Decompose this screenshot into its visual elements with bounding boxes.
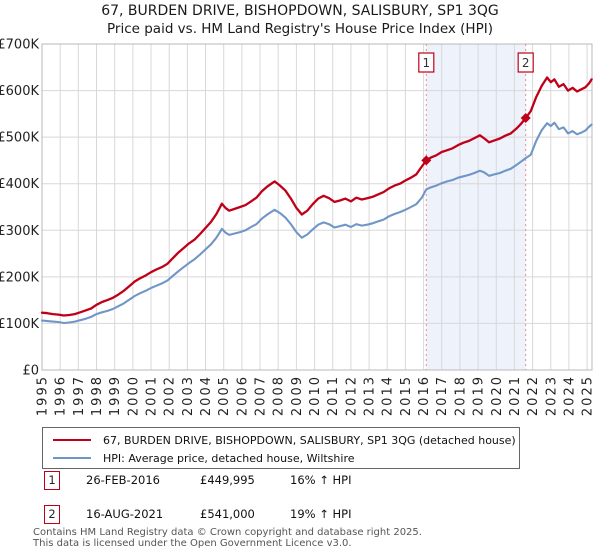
sale-1-vs-hpi: 16% ↑ HPI xyxy=(290,473,352,487)
x-tick-label: 2021 xyxy=(508,375,523,416)
sale-2-number-badge: 2 xyxy=(44,505,60,524)
x-tick-label: 2012 xyxy=(344,375,359,416)
x-tick-label: 2003 xyxy=(181,375,196,416)
x-tick-label: 2007 xyxy=(254,375,269,416)
x-tick-label: 1996 xyxy=(54,375,69,416)
x-tick-label: 2008 xyxy=(272,375,287,416)
sale-1-number-badge: 1 xyxy=(44,471,60,490)
property-line-swatch xyxy=(53,439,91,441)
y-tick-label: £100K xyxy=(0,317,39,332)
x-tick-label: 2023 xyxy=(544,375,559,416)
x-tick-label: 2002 xyxy=(163,375,178,416)
sale-2-flag xyxy=(517,52,534,73)
x-tick-label: 2022 xyxy=(526,375,541,416)
x-tick-label: 2005 xyxy=(217,375,232,416)
x-tick-label: 1999 xyxy=(108,375,123,416)
x-tick-label: 1995 xyxy=(36,375,51,416)
x-tick-label: 2011 xyxy=(326,375,341,416)
x-tick-label: 2006 xyxy=(235,375,250,416)
x-tick-label: 2018 xyxy=(453,375,468,416)
sale-annotation-row-1: 1 26-FEB-2016 £449,995 16% ↑ HPI xyxy=(0,471,600,491)
sale-1-date: 26-FEB-2016 xyxy=(86,473,160,487)
x-tick-label: 2016 xyxy=(417,375,432,416)
x-tick-label: 2019 xyxy=(472,375,487,416)
y-tick-label: £300K xyxy=(0,224,39,239)
y-tick-label: £600K xyxy=(0,84,39,99)
page-title: 67, BURDEN DRIVE, BISHOPDOWN, SALISBURY,… xyxy=(101,3,499,19)
x-tick-label: 1998 xyxy=(90,375,105,416)
chart-legend: 67, BURDEN DRIVE, BISHOPDOWN, SALISBURY,… xyxy=(42,427,520,469)
x-tick-label: 2014 xyxy=(381,375,396,416)
licence-line: This data is licensed under the Open Gov… xyxy=(33,538,352,549)
hpi-line-swatch xyxy=(53,457,91,459)
x-tick-label: 1997 xyxy=(72,375,87,416)
y-tick-label: £200K xyxy=(0,270,39,285)
sale-2-vs-hpi: 19% ↑ HPI xyxy=(290,507,352,521)
x-tick-label: 2015 xyxy=(399,375,414,416)
sale-2-price: £541,000 xyxy=(200,507,255,521)
sale-1-price: £449,995 xyxy=(200,473,255,487)
legend-item-property: 67, BURDEN DRIVE, BISHOPDOWN, SALISBURY,… xyxy=(53,431,516,449)
x-tick-label: 2000 xyxy=(126,375,141,416)
y-tick-label: £400K xyxy=(0,177,39,192)
x-tick-label: 2024 xyxy=(562,375,577,416)
legend-item-hpi: HPI: Average price, detached house, Wilt… xyxy=(53,449,355,467)
copyright-line: Contains HM Land Registry data © Crown c… xyxy=(33,527,422,538)
y-tick-label: £500K xyxy=(0,131,39,146)
sale-annotation-row-2: 2 16-AUG-2021 £541,000 19% ↑ HPI xyxy=(0,505,600,525)
plot-border xyxy=(41,43,593,371)
gridlines xyxy=(42,44,592,370)
property-price-line xyxy=(40,76,593,317)
sale-1-flag-number: 1 xyxy=(422,56,430,70)
x-tick-label: 2025 xyxy=(581,375,596,416)
sale-1-flag xyxy=(418,52,435,73)
sale-2-flag-number: 2 xyxy=(522,56,530,70)
x-tick-label: 2010 xyxy=(308,375,323,416)
y-tick-label: £0 xyxy=(22,364,39,379)
x-tick-label: 2017 xyxy=(435,375,450,416)
x-tick-label: 2013 xyxy=(363,375,378,416)
hpi-line xyxy=(40,121,593,325)
sale-1-marker xyxy=(421,155,432,166)
x-tick-label: 2004 xyxy=(199,375,214,416)
page-subtitle: Price paid vs. HM Land Registry's House … xyxy=(107,21,493,37)
price-chart: 1 2 £0 £100K £200K £300K £400K £500K £600K £700K 1… xyxy=(0,38,596,417)
between-sales-shading xyxy=(426,44,526,370)
legend-label-hpi: HPI: Average price, detached house, Wilt… xyxy=(103,451,355,465)
x-tick-label: 2020 xyxy=(490,375,505,416)
x-tick-label: 2001 xyxy=(145,375,160,416)
legend-label-property: 67, BURDEN DRIVE, BISHOPDOWN, SALISBURY,… xyxy=(103,433,516,447)
sale-2-marker xyxy=(520,113,531,124)
x-tick-label: 2009 xyxy=(290,375,305,416)
sale-2-date: 16-AUG-2021 xyxy=(86,507,164,521)
y-tick-label: £700K xyxy=(0,38,39,53)
